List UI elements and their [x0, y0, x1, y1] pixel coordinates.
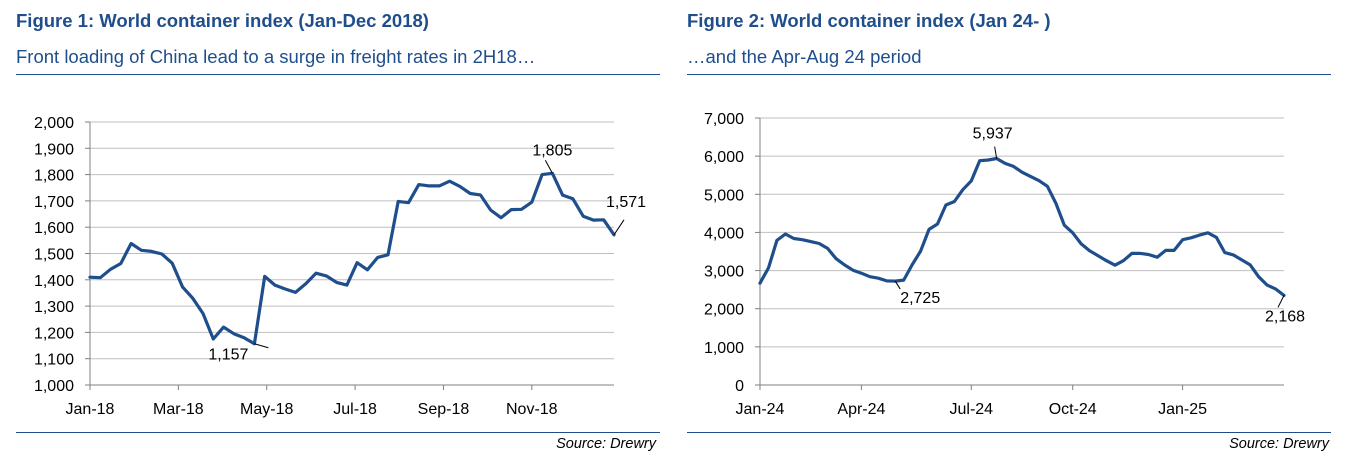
y-tick-label: 1,600 [34, 220, 74, 237]
figure-2-chart: 0 1,000 2,000 3,000 4,000 5,000 6,000 7,000 Jan-… [704, 111, 1305, 418]
figure-1-panel: Figure 1: World container index (Jan-Dec… [0, 0, 665, 468]
x-tick-label: Jul-18 [333, 401, 377, 418]
figure-1-subtitle: Front loading of China lead to a surge i… [16, 46, 536, 67]
x-tick-label: Oct-24 [1049, 401, 1097, 418]
figure-1-chart: 1,000 1,100 1,200 1,300 1,400 1,500 1,600 1,700… [34, 115, 646, 418]
y-tick-label: 3,000 [704, 264, 744, 281]
data-label-leader [544, 160, 553, 174]
figure-2-top-rule [687, 74, 1331, 75]
series-line [758, 156, 1286, 297]
data-label: 1,157 [208, 347, 248, 364]
y-tick-label: 5,000 [704, 187, 744, 204]
data-label-leader [1277, 295, 1285, 308]
x-tick-label: Jan-25 [1158, 401, 1207, 418]
y-tick-label: 7,000 [704, 111, 744, 128]
x-tick-label: Jul-24 [950, 401, 994, 418]
y-tick-label: 1,900 [34, 141, 74, 158]
y-tick-label: 1,200 [34, 325, 74, 342]
y-tick-label: 1,000 [704, 340, 744, 357]
figure-2-panel: Figure 2: World container index (Jan 24-… [675, 0, 1349, 468]
x-tick-label: Mar-18 [153, 401, 204, 418]
data-label-leader [613, 219, 625, 236]
data-label-leader [254, 343, 269, 349]
y-tick-label: 1,500 [34, 247, 74, 264]
figure-1-bottom-rule [16, 432, 660, 433]
y-tick-label: 1,100 [34, 352, 74, 369]
x-tick-label: Jan-24 [736, 401, 785, 418]
series-line [88, 171, 616, 346]
x-tick-label: May-18 [240, 401, 293, 418]
figure-2-subtitle: …and the Apr-Aug 24 period [687, 46, 922, 67]
figure-2-source: Source: Drewry [1229, 436, 1329, 452]
y-tick-label: 1,000 [34, 378, 74, 395]
figure-1-title: Figure 1: World container index (Jan-Dec… [16, 10, 429, 31]
figure-2-bottom-rule [687, 432, 1331, 433]
figure-1-top-rule [16, 74, 660, 75]
data-label: 5,937 [973, 126, 1013, 143]
x-tick-label: Apr-24 [837, 401, 885, 418]
y-tick-label: 6,000 [704, 149, 744, 166]
y-tick-label: 2,000 [34, 115, 74, 132]
y-tick-label: 1,700 [34, 194, 74, 211]
data-label: 1,571 [606, 194, 646, 211]
figure-1-source: Source: Drewry [556, 436, 656, 452]
y-tick-label: 2,000 [704, 302, 744, 319]
data-label-leader [894, 280, 901, 290]
data-label: 2,725 [900, 290, 940, 307]
y-tick-label: 4,000 [704, 225, 744, 242]
x-tick-label: Jan-18 [66, 401, 115, 418]
data-label-leader [994, 146, 998, 159]
y-tick-label: 1,300 [34, 299, 74, 316]
y-tick-label: 1,400 [34, 273, 74, 290]
y-tick-label: 0 [735, 378, 744, 395]
x-tick-label: Sep-18 [418, 401, 470, 418]
y-tick-label: 1,800 [34, 168, 74, 185]
data-label: 2,168 [1265, 308, 1305, 325]
figure-2-title: Figure 2: World container index (Jan 24-… [687, 10, 1051, 31]
data-label: 1,805 [532, 142, 572, 159]
x-tick-label: Nov-18 [506, 401, 558, 418]
